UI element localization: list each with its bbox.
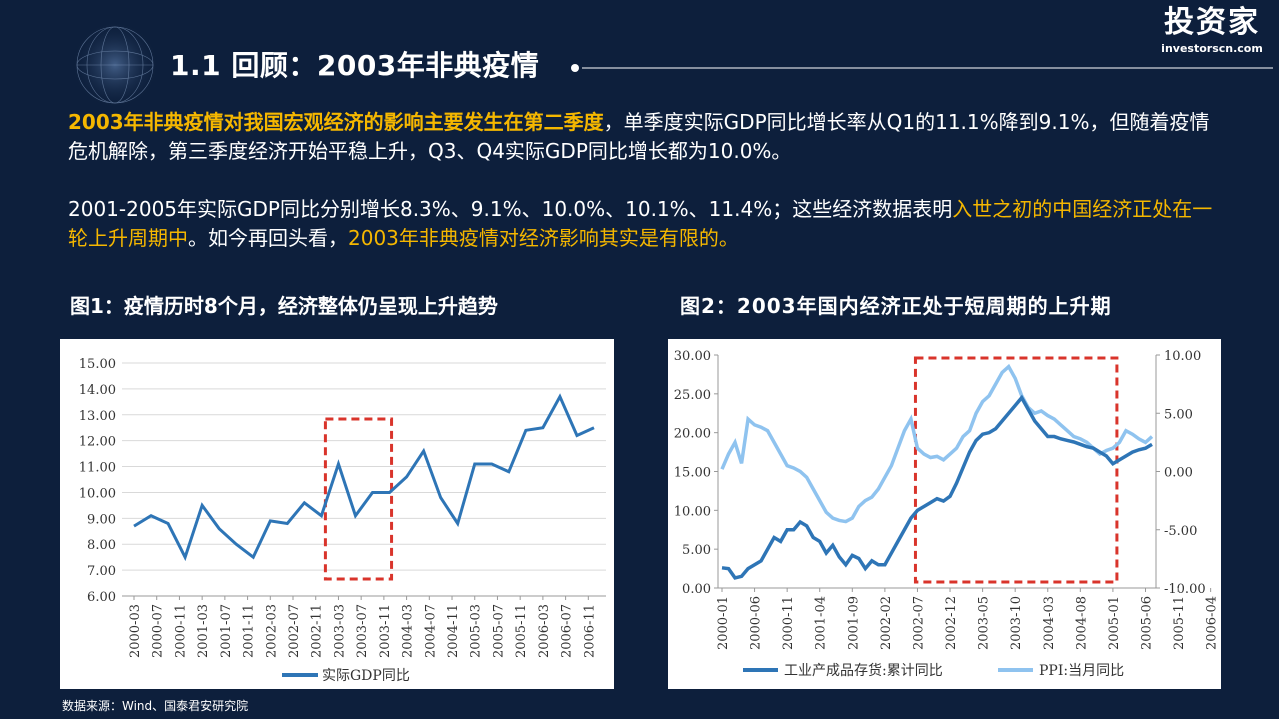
- y-tick-label: 13.00: [79, 409, 116, 424]
- p2-text-mid: 。如今再回头看，: [188, 226, 348, 250]
- gdp-line-chart: 6.00 7.00 8.00 9.00 10.00 11.00 12.00 13.00 14.0…: [79, 357, 606, 684]
- x-tick-label: 2000-11: [173, 604, 188, 658]
- x-tick-label: 2004-07: [423, 604, 438, 658]
- x-tick-label: 2000-01: [716, 596, 731, 650]
- y-tick-label: 7.00: [87, 564, 116, 579]
- x-tick-label: 2000-06: [749, 596, 764, 650]
- x-tick-label: 2000-03: [128, 604, 143, 658]
- x-tick-label: 2003-10: [1009, 596, 1024, 650]
- x-tick-label: 2004-08: [1074, 596, 1089, 650]
- x-tick-label: 2001-11: [242, 604, 257, 658]
- series-ppi-line: [720, 363, 1154, 524]
- data-source-note: 数据来源：Wind、国泰君安研究院: [62, 699, 249, 713]
- y-tick-label-left: 15.00: [674, 466, 711, 481]
- x-tick-label: 2003-11: [378, 604, 393, 658]
- title-divider: [571, 64, 1273, 72]
- highlight-box: [913, 356, 1119, 584]
- logo-en-text: investorscn.com: [1161, 42, 1263, 55]
- logo-cn-text: 投资家: [1164, 5, 1260, 40]
- x-tick-label: 2006-11: [582, 604, 597, 658]
- y-tick-label-left: 30.00: [674, 349, 711, 364]
- x-tick-label: 2002-07: [287, 604, 302, 658]
- x-tick-label: 2000-11: [781, 596, 796, 650]
- y-tick-label: 15.00: [79, 357, 116, 372]
- inventory-ppi-chart: 0.00 5.00 10.00 15.00 20.00 25.00 30.00 -10.00 -…: [674, 349, 1220, 679]
- p1-text: ，单季度实际GDP同比增长率从Q1的11.1%降到9.1%，但随着疫情危机解除，…: [68, 110, 1210, 163]
- x-tick-label: 2005-11: [1172, 596, 1187, 650]
- y-tick-label: 8.00: [87, 538, 116, 553]
- highlight-box: [323, 417, 394, 581]
- x-tick-label: 2003-07: [355, 604, 370, 658]
- x-tick-label: 2005-06: [1139, 596, 1154, 650]
- x-tick-label: 2001-09: [846, 596, 861, 650]
- chart-1-panel: 6.00 7.00 8.00 9.00 10.00 11.00 12.00 13.00 14.0…: [60, 339, 614, 689]
- y-tick-label: 11.00: [79, 461, 116, 476]
- x-tick-label: 2004-11: [446, 604, 461, 658]
- x-tick-label: 2001-07: [219, 604, 234, 658]
- x-tick-label: 2002-12: [944, 596, 959, 650]
- x-tick-label: 2006-04: [1205, 596, 1220, 650]
- p1-highlight: 2003年非典疫情对我国宏观经济的影响主要发生在第二季度: [68, 110, 604, 134]
- y-tick-label-left: 25.00: [674, 388, 711, 403]
- y-tick-label-right: 0.00: [1164, 466, 1193, 481]
- y-tick-label: 12.00: [79, 435, 116, 450]
- y-tick-label: 6.00: [87, 590, 116, 605]
- x-tick-label: 2005-07: [491, 604, 506, 658]
- legend-label-ppi: PPI:当月同比: [1039, 663, 1124, 679]
- x-tick-label: 2005-11: [514, 604, 529, 658]
- legend-label-inventory: 工业产成品存货:累计同比: [784, 662, 943, 679]
- x-tick-label: 2004-03: [401, 604, 416, 658]
- x-tick-label: 2003-05: [977, 596, 992, 650]
- x-tick-label: 2003-03: [332, 604, 347, 658]
- globe-decoration-icon: [71, 21, 159, 109]
- y-tick-label: 9.00: [87, 512, 116, 527]
- y-tick-label-left: 10.00: [674, 504, 711, 519]
- brand-logo: 投资家 investorscn.com: [1148, 4, 1276, 64]
- y-tick-label-right: 5.00: [1164, 407, 1193, 422]
- x-tick-label: 2001-03: [196, 604, 211, 658]
- series-inventory-line: [721, 394, 1153, 580]
- x-tick-label: 2004-03: [1042, 596, 1057, 650]
- chart-2-panel: 0.00 5.00 10.00 15.00 20.00 25.00 30.00 -10.00 -…: [668, 339, 1221, 689]
- p2-text-start: 2001-2005年实际GDP同比分别增长8.3%、9.1%、10.0%、10.…: [68, 197, 953, 221]
- y-tick-label: 10.00: [79, 486, 116, 501]
- x-tick-label: 2000-07: [151, 604, 166, 658]
- series-gdp-line: [133, 393, 595, 562]
- x-tick-label: 2006-03: [537, 604, 552, 658]
- y-tick-label: 14.00: [79, 383, 116, 398]
- y-tick-label-left: 0.00: [682, 582, 711, 597]
- y-tick-label-left: 5.00: [682, 543, 711, 558]
- page-title: 1.1 回顾：2003年非典疫情: [170, 49, 540, 82]
- x-tick-label: 2005-01: [1107, 596, 1122, 650]
- x-tick-label: 2002-02: [879, 596, 894, 650]
- paragraph-2: 2001-2005年实际GDP同比分别增长8.3%、9.1%、10.0%、10.…: [68, 195, 1218, 253]
- figure-2-title: 图2：2003年国内经济正处于短周期的上升期: [680, 294, 1112, 318]
- y-tick-label-right: 10.00: [1164, 349, 1201, 364]
- x-tick-label: 2002-07: [911, 596, 926, 650]
- x-tick-label: 2001-04: [814, 596, 829, 650]
- paragraph-1: 2003年非典疫情对我国宏观经济的影响主要发生在第二季度，单季度实际GDP同比增…: [68, 108, 1218, 166]
- x-tick-label: 2002-11: [310, 604, 325, 658]
- p2-highlight-1: 入世之初的中国经济正处在一轮上升周期中: [68, 197, 1213, 250]
- figure-1-title: 图1：疫情历时8个月，经济整体仍呈现上升趋势: [70, 294, 498, 318]
- p2-highlight-2: 2003年非典疫情对经济影响其实是有限的。: [348, 226, 739, 250]
- y-tick-label-right: -5.00: [1164, 524, 1197, 539]
- legend-label-gdp: 实际GDP同比: [322, 668, 410, 684]
- y-tick-label-right: -10.00: [1164, 582, 1206, 597]
- y-tick-label-left: 20.00: [674, 427, 711, 442]
- x-tick-label: 2005-03: [469, 604, 484, 658]
- x-tick-label: 2006-07: [560, 604, 575, 658]
- x-tick-label: 2002-03: [264, 604, 279, 658]
